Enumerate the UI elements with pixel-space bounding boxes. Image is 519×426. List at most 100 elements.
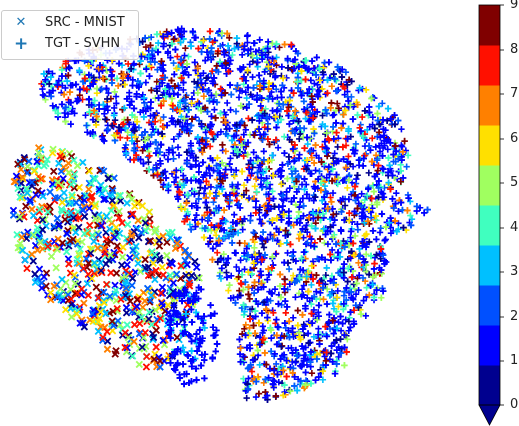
tgt-point <box>292 346 300 354</box>
tgt-point <box>231 211 238 218</box>
tgt-point <box>330 330 337 337</box>
tgt-point <box>355 259 362 267</box>
tgt-point <box>209 245 217 252</box>
tgt-point <box>394 117 402 124</box>
tgt-point <box>301 186 308 193</box>
tgt-point <box>104 126 112 133</box>
tgt-point <box>49 70 56 77</box>
tgt-point <box>424 206 431 213</box>
tgt-point <box>217 110 224 117</box>
tgt-point <box>300 332 308 339</box>
tgt-point <box>114 82 122 90</box>
tgt-point <box>398 125 405 133</box>
tgt-point <box>330 211 337 218</box>
tgt-point <box>255 319 263 327</box>
tgt-point <box>111 117 119 124</box>
tgt-point <box>245 115 252 122</box>
tgt-point <box>213 90 220 98</box>
tgt-point <box>312 142 319 149</box>
tgt-point <box>139 147 146 154</box>
tgt-point <box>206 234 214 242</box>
tgt-point <box>185 106 192 114</box>
tgt-point <box>201 185 209 192</box>
tgt-point <box>47 73 55 81</box>
tgt-point <box>407 198 414 205</box>
tgt-point <box>269 188 276 195</box>
tgt-point <box>376 148 384 155</box>
tgt-point <box>311 130 318 137</box>
tgt-point <box>367 146 374 154</box>
tgt-point <box>221 109 228 116</box>
tgt-point <box>240 182 248 189</box>
tgt-point <box>185 192 192 199</box>
tgt-point <box>325 59 333 66</box>
tgt-point <box>286 185 294 192</box>
tgt-point <box>250 289 258 297</box>
tgt-point <box>206 190 214 197</box>
tgt-point <box>235 94 243 101</box>
tgt-point <box>42 96 49 103</box>
tgt-point <box>328 198 335 206</box>
tgt-point <box>327 194 334 201</box>
tgt-point <box>189 28 196 35</box>
tgt-point <box>214 249 221 256</box>
tgt-point <box>234 181 242 188</box>
tgt-point <box>362 86 370 94</box>
tgt-point <box>299 195 307 202</box>
tgt-point <box>79 96 86 103</box>
tgt-point <box>206 28 214 35</box>
tgt-point <box>277 106 284 113</box>
tgt-point <box>330 135 338 143</box>
tgt-point <box>284 175 291 182</box>
tgt-point <box>311 80 318 87</box>
tgt-point <box>271 74 279 81</box>
tgt-point <box>259 228 267 236</box>
tgt-point <box>171 71 178 78</box>
tgt-point <box>359 162 367 169</box>
tgt-point <box>174 53 181 60</box>
tgt-point <box>237 345 244 352</box>
tgt-point <box>313 272 320 279</box>
tgt-point <box>343 165 350 173</box>
tgt-point <box>307 77 315 84</box>
tgt-point <box>180 86 187 94</box>
tgt-point <box>233 40 241 47</box>
tgt-point <box>360 205 367 213</box>
tgt-point <box>177 166 185 174</box>
tgt-point <box>361 196 368 204</box>
tgt-point <box>313 316 321 323</box>
tgt-point <box>344 278 351 285</box>
tgt-point <box>300 98 308 105</box>
tgt-point <box>242 88 249 96</box>
tgt-point <box>241 266 248 273</box>
tgt-point <box>376 229 384 236</box>
tgt-point <box>294 84 302 92</box>
tgt-point <box>310 197 317 204</box>
tgt-point <box>402 147 410 154</box>
tgt-point <box>168 29 175 37</box>
tgt-point <box>168 101 175 108</box>
tgt-point <box>192 200 200 207</box>
tgt-point <box>72 81 80 88</box>
tgt-point <box>178 165 185 173</box>
tgt-point <box>329 300 337 307</box>
tgt-point <box>250 149 257 156</box>
tgt-point <box>193 212 200 219</box>
tgt-point <box>124 134 131 142</box>
tgt-point <box>258 184 266 191</box>
tgt-point <box>231 172 238 180</box>
tgt-point <box>421 209 428 217</box>
tgt-point <box>113 75 121 82</box>
tgt-point <box>251 183 259 190</box>
tgt-point <box>214 154 221 162</box>
tgt-point <box>181 52 188 59</box>
tgt-point <box>360 220 367 227</box>
tgt-point <box>358 190 365 198</box>
tgt-point <box>328 83 336 90</box>
tgt-point <box>58 66 66 74</box>
tgt-point <box>246 295 253 303</box>
tgt-point <box>293 125 300 133</box>
tgt-point <box>373 236 380 243</box>
tgt-point <box>275 300 282 308</box>
tgt-point <box>300 202 307 210</box>
